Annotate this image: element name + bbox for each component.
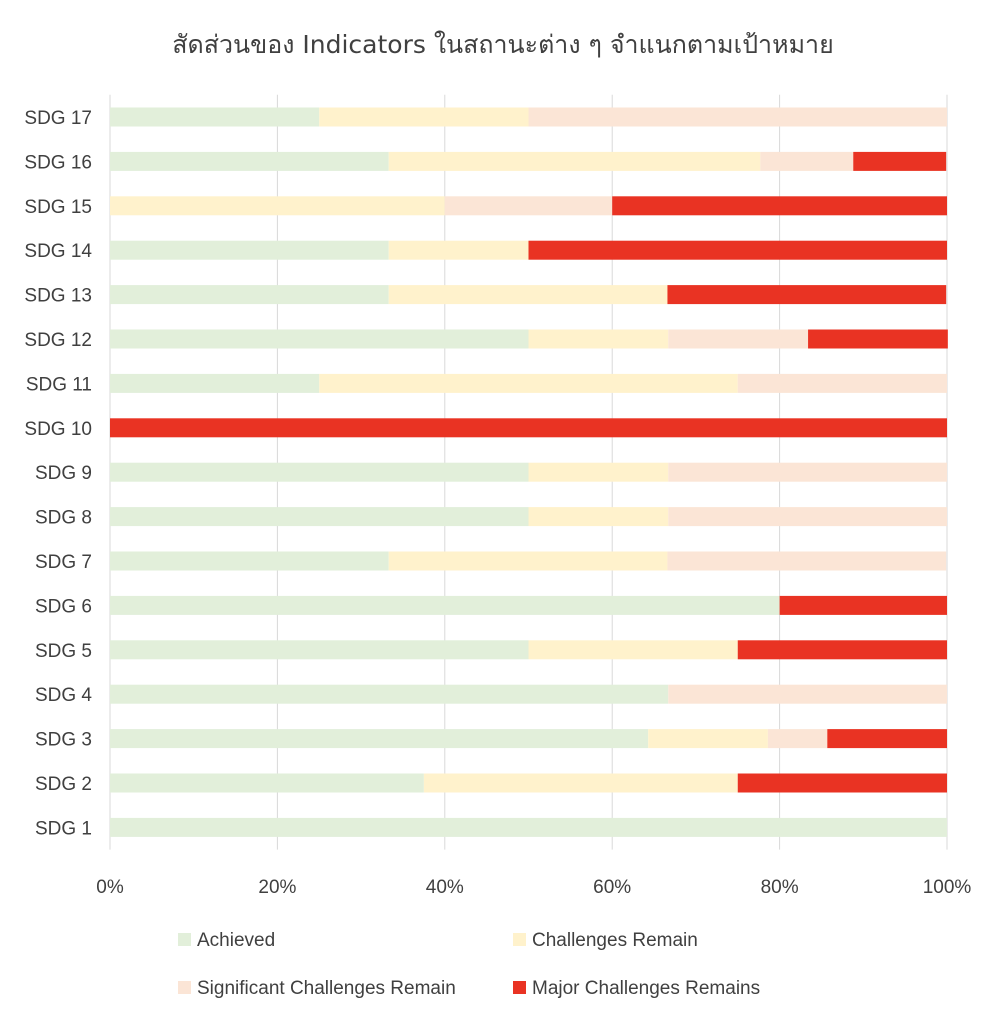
bar-segment: [667, 551, 947, 571]
category-label: SDG 4: [35, 685, 92, 706]
bar-segment: [737, 373, 947, 393]
bar-segment: [737, 640, 947, 660]
bar-segment: [388, 551, 668, 571]
bar-segment: [827, 729, 947, 749]
legend: Achieved Challenges Remain Significant Cha…: [178, 930, 760, 999]
bar-segment: [110, 817, 947, 837]
category-label: SDG 17: [24, 108, 92, 129]
category-label: SDG 7: [35, 552, 92, 573]
category-label: SDG 12: [24, 330, 92, 351]
category-label: SDG 6: [35, 596, 92, 617]
category-label: SDG 3: [35, 730, 92, 751]
bar-segment: [528, 507, 669, 527]
legend-label: Challenges Remain: [532, 930, 698, 951]
bar-segment: [444, 196, 613, 216]
category-label: SDG 13: [24, 286, 92, 307]
bar-segment: [319, 373, 738, 393]
bar-segment: [110, 551, 389, 571]
bar-segment: [528, 107, 947, 127]
legend-swatch: [513, 981, 526, 994]
x-tick-label: 40%: [426, 877, 464, 898]
bar-segment: [668, 507, 947, 527]
bar-segment: [760, 151, 854, 171]
category-label: SDG 15: [24, 197, 92, 218]
category-label: SDG 5: [35, 641, 92, 662]
category-label: SDG 1: [35, 818, 92, 839]
bar-segment: [388, 240, 529, 260]
legend-label: Major Challenges Remains: [532, 978, 760, 999]
bar-segment: [528, 329, 669, 349]
category-label: SDG 14: [24, 241, 92, 262]
bar-segment: [110, 418, 947, 438]
bar-segment: [110, 773, 424, 793]
bar-segment: [668, 462, 947, 482]
bar-segment: [668, 684, 947, 704]
bar-segment: [648, 729, 768, 749]
bar-segment: [110, 151, 389, 171]
bar-segment: [110, 373, 320, 393]
category-label: SDG 8: [35, 508, 92, 529]
bar-segment: [423, 773, 738, 793]
bar-segment: [110, 595, 780, 615]
bar-segment: [110, 107, 320, 127]
bar-segment: [612, 196, 947, 216]
legend-swatch: [178, 981, 191, 994]
x-tick-label: 0%: [96, 877, 124, 898]
chart-title: สัดส่วนของ Indicators ในสถานะต่าง ๆ จำแน…: [172, 30, 834, 59]
bar-segment: [319, 107, 529, 127]
category-label: SDG 11: [26, 374, 92, 395]
bar-segment: [808, 329, 948, 349]
x-axis-ticks: 0% 20% 40% 60% 80% 100%: [96, 877, 971, 898]
category-label: SDG 9: [35, 463, 92, 484]
bar-segment: [388, 151, 761, 171]
bar-segment: [528, 462, 669, 482]
bar-segment: [388, 285, 668, 305]
bar-segment: [528, 240, 947, 260]
x-tick-label: 60%: [593, 877, 631, 898]
bar-segment: [110, 329, 529, 349]
bar-segment: [110, 240, 389, 260]
bars: [110, 107, 948, 837]
legend-swatch: [178, 933, 191, 946]
category-label: SDG 10: [24, 419, 92, 440]
category-labels: SDG 17 SDG 16 SDG 15 SDG 14 SDG 13 SDG 12 SDG …: [24, 108, 92, 839]
bar-segment: [110, 196, 445, 216]
x-tick-label: 80%: [761, 877, 799, 898]
category-label: SDG 2: [35, 774, 92, 795]
bar-segment: [110, 729, 649, 749]
bar-segment: [110, 285, 389, 305]
bar-segment: [737, 773, 947, 793]
x-tick-label: 20%: [258, 877, 296, 898]
category-label: SDG 16: [24, 152, 92, 173]
bar-segment: [528, 640, 738, 660]
bar-segment: [110, 507, 529, 527]
bar-segment: [767, 729, 828, 749]
bar-segment: [779, 595, 947, 615]
bar-segment: [110, 684, 669, 704]
bar-segment: [668, 329, 809, 349]
bar-segment: [110, 462, 529, 482]
bar-segment: [667, 285, 947, 305]
legend-swatch: [513, 933, 526, 946]
legend-label: Achieved: [197, 930, 275, 951]
x-tick-label: 100%: [923, 877, 972, 898]
bar-segment: [110, 640, 529, 660]
legend-label: Significant Challenges Remain: [197, 978, 456, 999]
bar-segment: [853, 151, 947, 171]
